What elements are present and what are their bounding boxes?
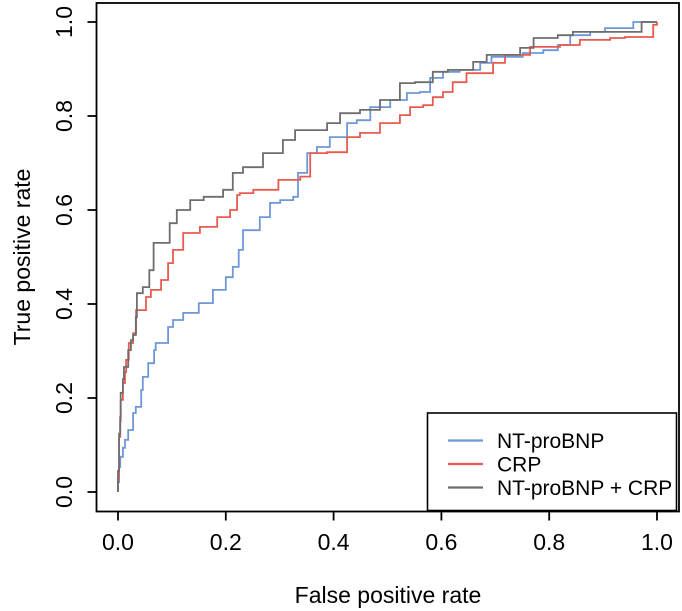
y-tick-label: 1.0 — [51, 6, 77, 38]
x-tick-label: 0.0 — [102, 529, 134, 555]
x-tick-label: 0.6 — [425, 529, 457, 555]
x-tick-label: 1.0 — [641, 529, 673, 555]
legend-label-nt-probnp-crp: NT-proBNP + CRP — [497, 477, 672, 500]
y-tick-label: 0.4 — [51, 288, 77, 320]
legend-label-crp: CRP — [497, 454, 541, 477]
y-tick-label: 0.2 — [51, 382, 77, 414]
roc-curve-nt-probnp-crp — [117, 21, 657, 492]
x-axis-title: False positive rate — [295, 582, 482, 608]
y-axis: 0.0 0.2 0.4 0.6 0.8 1.0 — [51, 6, 97, 508]
x-tick-label: 0.2 — [210, 529, 242, 555]
y-axis-title: True positive rate — [9, 169, 35, 346]
plot-border — [95, 2, 680, 513]
x-axis: 0.0 0.2 0.4 0.6 0.8 1.0 — [102, 511, 673, 555]
x-tick-label: 0.4 — [318, 529, 350, 555]
y-tick-label: 0.0 — [51, 476, 77, 508]
y-tick-label: 0.6 — [51, 194, 77, 226]
roc-curves — [117, 21, 658, 492]
legend-box — [426, 412, 678, 512]
legend-label-nt-probnp: NT-proBNP — [497, 430, 604, 453]
y-tick-label: 0.8 — [51, 100, 77, 132]
x-tick-label: 0.8 — [533, 529, 565, 555]
